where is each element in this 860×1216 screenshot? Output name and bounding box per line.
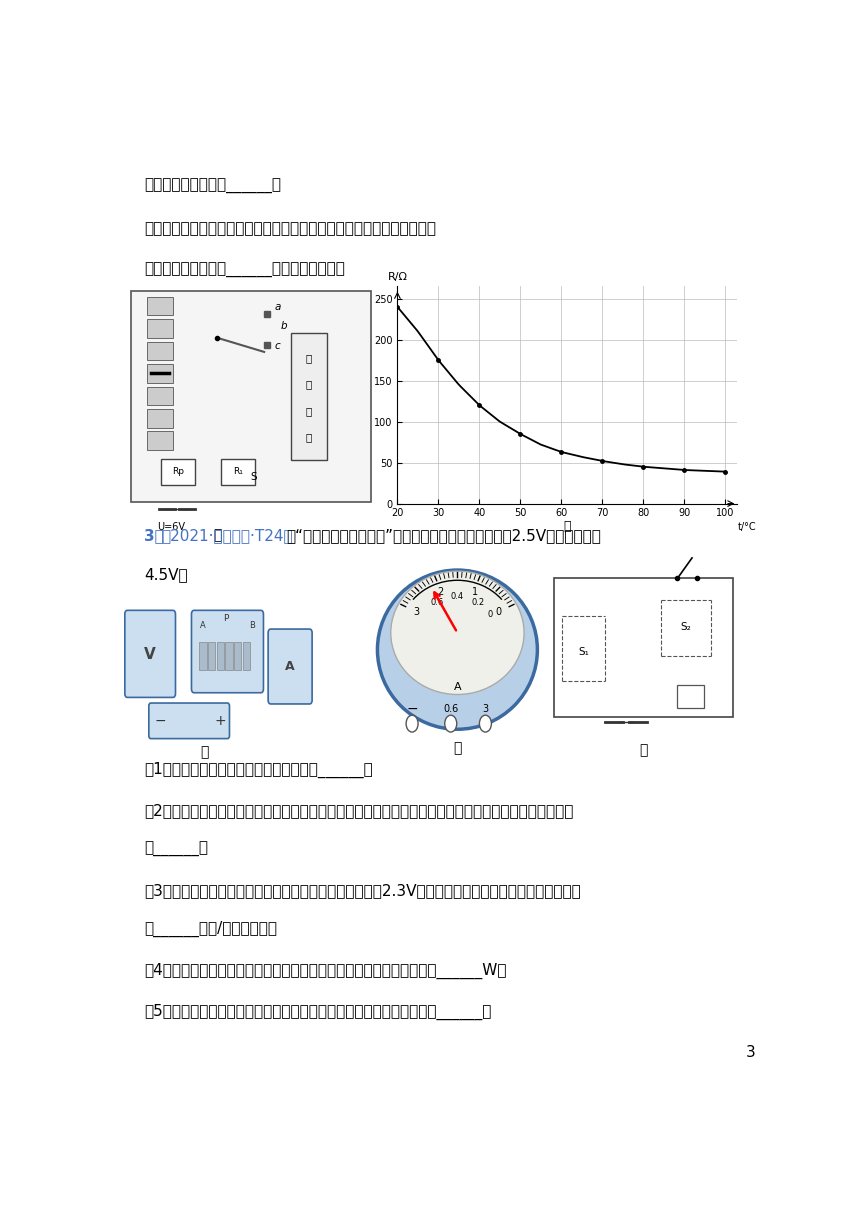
Ellipse shape	[390, 572, 524, 694]
Text: 冷: 冷	[306, 379, 312, 389]
Text: 1: 1	[472, 587, 478, 597]
Text: 3: 3	[482, 704, 488, 714]
FancyBboxPatch shape	[221, 458, 255, 485]
Text: R₁: R₁	[233, 467, 243, 477]
Bar	[243, 642, 250, 670]
FancyBboxPatch shape	[291, 333, 328, 460]
Text: 丙: 丙	[639, 743, 648, 758]
Text: 甲: 甲	[200, 745, 208, 760]
Text: 3: 3	[746, 1045, 756, 1060]
Text: 乙: 乙	[453, 742, 462, 755]
Text: P: P	[224, 614, 229, 623]
Circle shape	[479, 715, 491, 732]
Text: 统: 统	[306, 432, 312, 441]
Text: 甲: 甲	[213, 528, 222, 542]
Text: （4）当灯泡正常发光时，电流表示数如图乙所示，则小灯泡额定功率为______W；: （4）当灯泡正常发光时，电流表示数如图乙所示，则小灯泡额定功率为______W；	[144, 962, 507, 979]
FancyBboxPatch shape	[131, 291, 371, 502]
FancyBboxPatch shape	[554, 579, 733, 717]
Text: S: S	[251, 472, 257, 483]
Text: 第一步：断开开关，______；: 第一步：断开开关，______；	[144, 179, 281, 193]
Text: （5）下表是实验中测量的几组数据，其中一个电流数据有误，此数据为______；: （5）下表是实验中测量的几组数据，其中一个电流数据有误，此数据为______；	[144, 1003, 492, 1020]
Text: （3）问题解决后，移动滑动变阻器滑片，当电压表示数为2.3V时，为了让灯泡正常发光，此时应将滑片: （3）问题解决后，移动滑动变阻器滑片，当电压表示数为2.3V时，为了让灯泡正常发…	[144, 883, 580, 897]
Text: −: −	[155, 714, 167, 728]
Text: c: c	[274, 342, 280, 351]
Text: 0: 0	[495, 607, 501, 618]
Text: S₁: S₁	[578, 647, 589, 658]
Bar	[200, 642, 206, 670]
Text: A: A	[286, 660, 295, 672]
Text: −: −	[406, 702, 418, 715]
FancyBboxPatch shape	[161, 458, 195, 485]
Text: +: +	[214, 714, 226, 728]
Bar	[148, 432, 173, 450]
Text: b: b	[280, 321, 287, 331]
Text: U=6V: U=6V	[157, 522, 186, 531]
Text: 0: 0	[488, 610, 493, 619]
Text: 2: 2	[437, 587, 443, 597]
Text: 第二步：闭合开关，调节滑动变阻器的滑片，直到继电器的衔铁被吸合；: 第二步：闭合开关，调节滑动变阻器的滑片，直到继电器的衔铁被吸合；	[144, 221, 436, 236]
Text: 0.6: 0.6	[430, 598, 444, 607]
Text: A: A	[453, 682, 461, 692]
Circle shape	[445, 715, 457, 732]
Bar	[148, 297, 173, 315]
Text: 制: 制	[306, 354, 312, 364]
Text: 在“测量小灯泡的电功率”实验中，小灯泡的额定电压为2.5V，电源电压为: 在“测量小灯泡的电功率”实验中，小灯泡的额定电压为2.5V，电源电压为	[286, 528, 601, 542]
Ellipse shape	[378, 570, 538, 730]
FancyBboxPatch shape	[268, 629, 312, 704]
Bar	[148, 409, 173, 428]
Text: 4.5V。: 4.5V。	[144, 568, 187, 582]
Text: Rp: Rp	[172, 467, 184, 477]
Bar	[234, 642, 242, 670]
Text: 系: 系	[306, 406, 312, 416]
Bar	[217, 642, 224, 670]
Text: V: V	[144, 647, 156, 662]
Bar	[148, 319, 173, 338]
Circle shape	[406, 715, 418, 732]
Text: 3．: 3．	[144, 528, 164, 542]
Text: 0.6: 0.6	[443, 704, 458, 714]
Text: （1）用笔画线代替导线，将电路连接完整______；: （1）用笔画线代替导线，将电路连接完整______；	[144, 762, 373, 778]
FancyBboxPatch shape	[192, 610, 263, 693]
Text: 第三步：断开开关，______，完成电路调试。: 第三步：断开开关，______，完成电路调试。	[144, 263, 345, 278]
Text: 0.2: 0.2	[471, 598, 484, 607]
Text: A: A	[200, 621, 206, 630]
Text: （2）连接好电路闭合开关后，发现灯泡不亮，检查电路发现电压表、电流表均有示数，则接下来的操作应: （2）连接好电路闭合开关后，发现灯泡不亮，检查电路发现电压表、电流表均有示数，则…	[144, 804, 574, 818]
Bar	[148, 387, 173, 405]
Text: a: a	[274, 302, 280, 311]
Text: （2021·江苏苏州·T24）: （2021·江苏苏州·T24）	[161, 528, 292, 542]
FancyBboxPatch shape	[149, 703, 230, 738]
Text: B: B	[249, 621, 255, 630]
Bar	[148, 342, 173, 360]
Bar	[225, 642, 233, 670]
Text: 是______；: 是______；	[144, 841, 208, 856]
Text: 向______（左/右）侧移动；: 向______（左/右）侧移动；	[144, 922, 277, 938]
Text: 3: 3	[413, 607, 420, 618]
FancyBboxPatch shape	[125, 610, 175, 698]
Bar	[148, 364, 173, 383]
Text: 0.4: 0.4	[451, 592, 464, 602]
Text: S₂: S₂	[680, 623, 691, 632]
FancyBboxPatch shape	[678, 686, 704, 708]
Bar	[208, 642, 216, 670]
